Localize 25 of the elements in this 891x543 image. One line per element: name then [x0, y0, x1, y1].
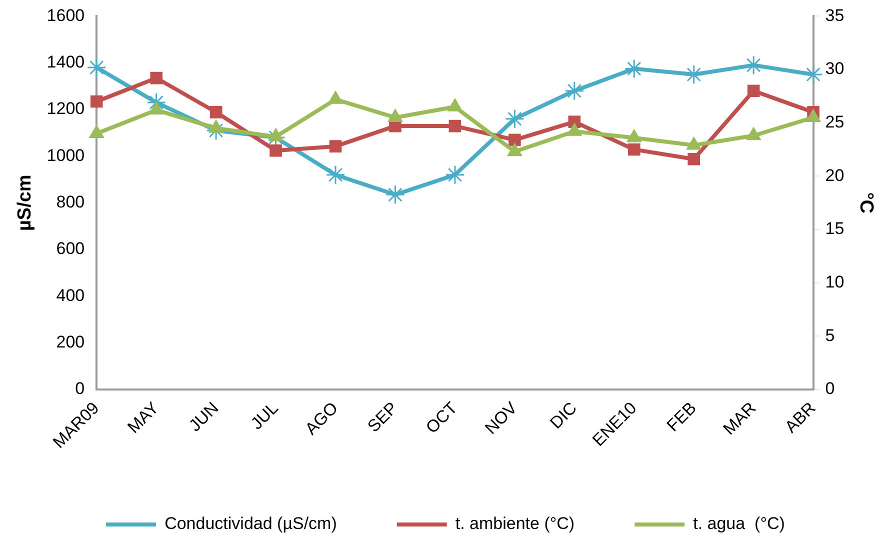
- y2-tick-label: 20: [825, 166, 844, 185]
- y-tick-label: 1000: [46, 146, 85, 165]
- y-tick-label: 1200: [46, 99, 85, 118]
- y2-tick-label: 5: [825, 326, 835, 345]
- y-tick-label: 1400: [46, 52, 85, 72]
- y-tick-label: 1600: [46, 6, 85, 25]
- x-tick-label: DIC: [546, 398, 581, 433]
- y2-axis-title: °C: [855, 192, 876, 214]
- y2-tick-label: 35: [825, 6, 844, 25]
- y2-tick-label: 30: [825, 59, 844, 78]
- y2-tick-label: 15: [825, 219, 844, 238]
- legend-label: t. ambiente (°C): [455, 514, 575, 534]
- y-axis-title: µS/cm: [14, 174, 36, 232]
- y-tick-label: 800: [56, 192, 85, 212]
- y-tick-label: 0: [75, 379, 85, 398]
- y-tick-label: 400: [56, 286, 85, 305]
- legend-label: Conductividad (µS/cm): [164, 514, 337, 534]
- y2-tick-label: 0: [825, 379, 835, 398]
- y-tick-label: 200: [56, 332, 85, 352]
- y-tick-label: 600: [56, 239, 85, 258]
- y2-tick-label: 10: [825, 272, 844, 292]
- legend-label: t. agua (°C): [693, 514, 785, 534]
- y2-tick-label: 25: [825, 112, 844, 132]
- x-tick-label: FEB: [663, 398, 700, 436]
- x-tick-label: JUL: [247, 398, 282, 434]
